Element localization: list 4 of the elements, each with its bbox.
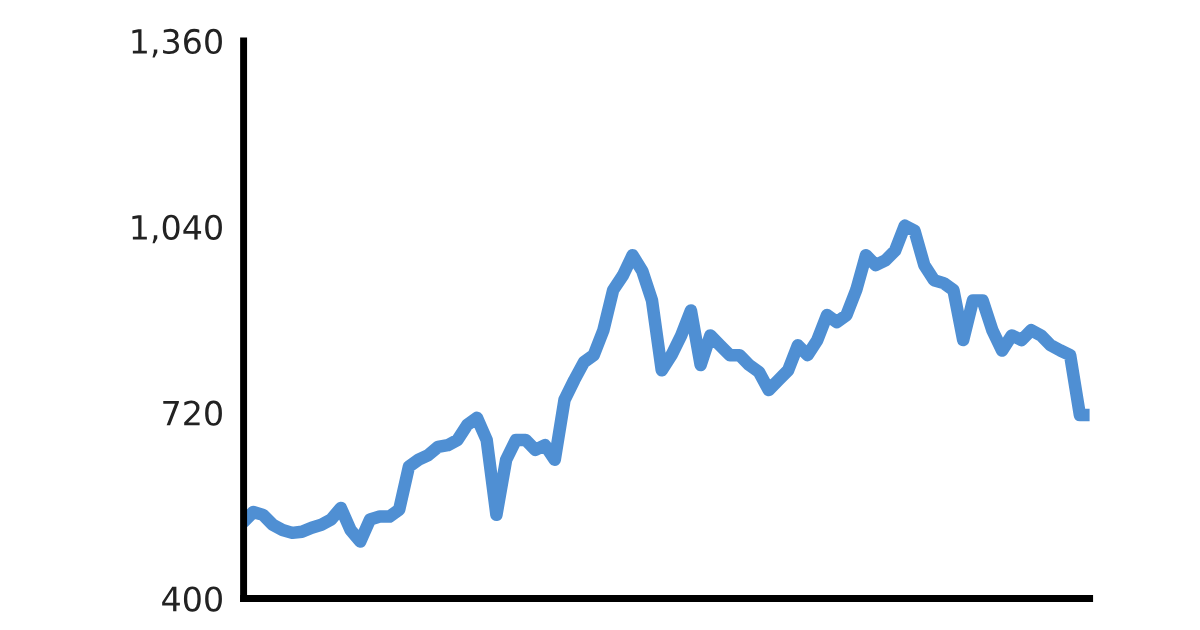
y-tick-label: 720	[163, 400, 222, 426]
y-tick-label: 1,040	[132, 214, 222, 244]
y-tick-label: 400	[162, 586, 222, 612]
y-tick-label: 1,360	[132, 28, 222, 58]
